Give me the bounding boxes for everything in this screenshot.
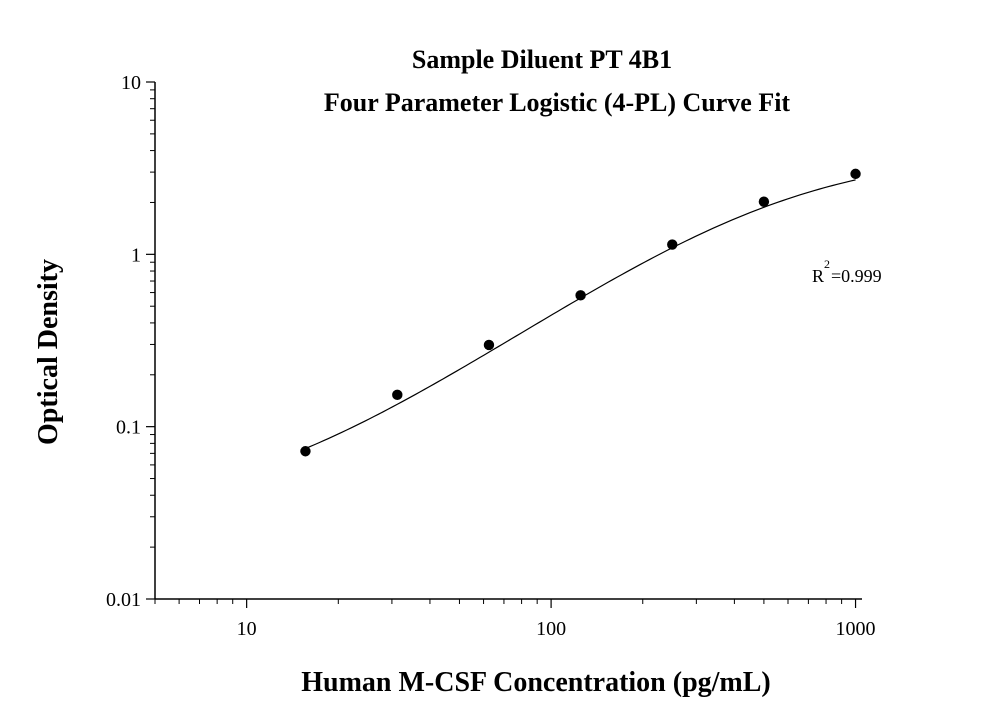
data-point xyxy=(483,339,495,351)
r-squared-base: R xyxy=(812,266,824,286)
axes xyxy=(154,82,862,600)
y-tick-label: 10 xyxy=(121,72,141,94)
data-point xyxy=(575,290,586,301)
x-tick-label: 1000 xyxy=(836,618,876,640)
chart-title: Sample Diluent PT 4B1 xyxy=(412,45,672,74)
data-point xyxy=(392,389,403,401)
x-axis-ticks: 10 100 1000 xyxy=(154,599,876,640)
y-tick-label: 0.1 xyxy=(116,417,141,439)
y-tick-label: 1 xyxy=(131,244,141,266)
x-tick-label: 100 xyxy=(536,618,566,640)
r-squared-superscript: 2 xyxy=(824,257,830,271)
x-axis-label: Human M-CSF Concentration (pg/mL) xyxy=(301,667,771,698)
y-axis-ticks: 0.01 0.1 1 10 xyxy=(106,72,155,611)
y-axis-label: Optical Density xyxy=(33,259,64,445)
r-squared-value: =0.999 xyxy=(831,266,882,286)
y-tick-label: 0.01 xyxy=(106,589,141,611)
data-point xyxy=(850,168,861,180)
data-point xyxy=(758,196,770,207)
x-tick-label: 10 xyxy=(237,618,257,640)
data-point xyxy=(300,446,311,457)
fit-curve xyxy=(305,179,856,450)
data-points xyxy=(300,168,861,457)
fit-curve-layer xyxy=(305,179,856,450)
r-squared-annotation: R 2 =0.999 xyxy=(812,257,882,286)
chart-title-group: Sample Diluent PT 4B1 Four Parameter Log… xyxy=(324,45,791,117)
data-point xyxy=(667,239,678,250)
chart-subtitle: Four Parameter Logistic (4-PL) Curve Fit xyxy=(324,88,791,117)
